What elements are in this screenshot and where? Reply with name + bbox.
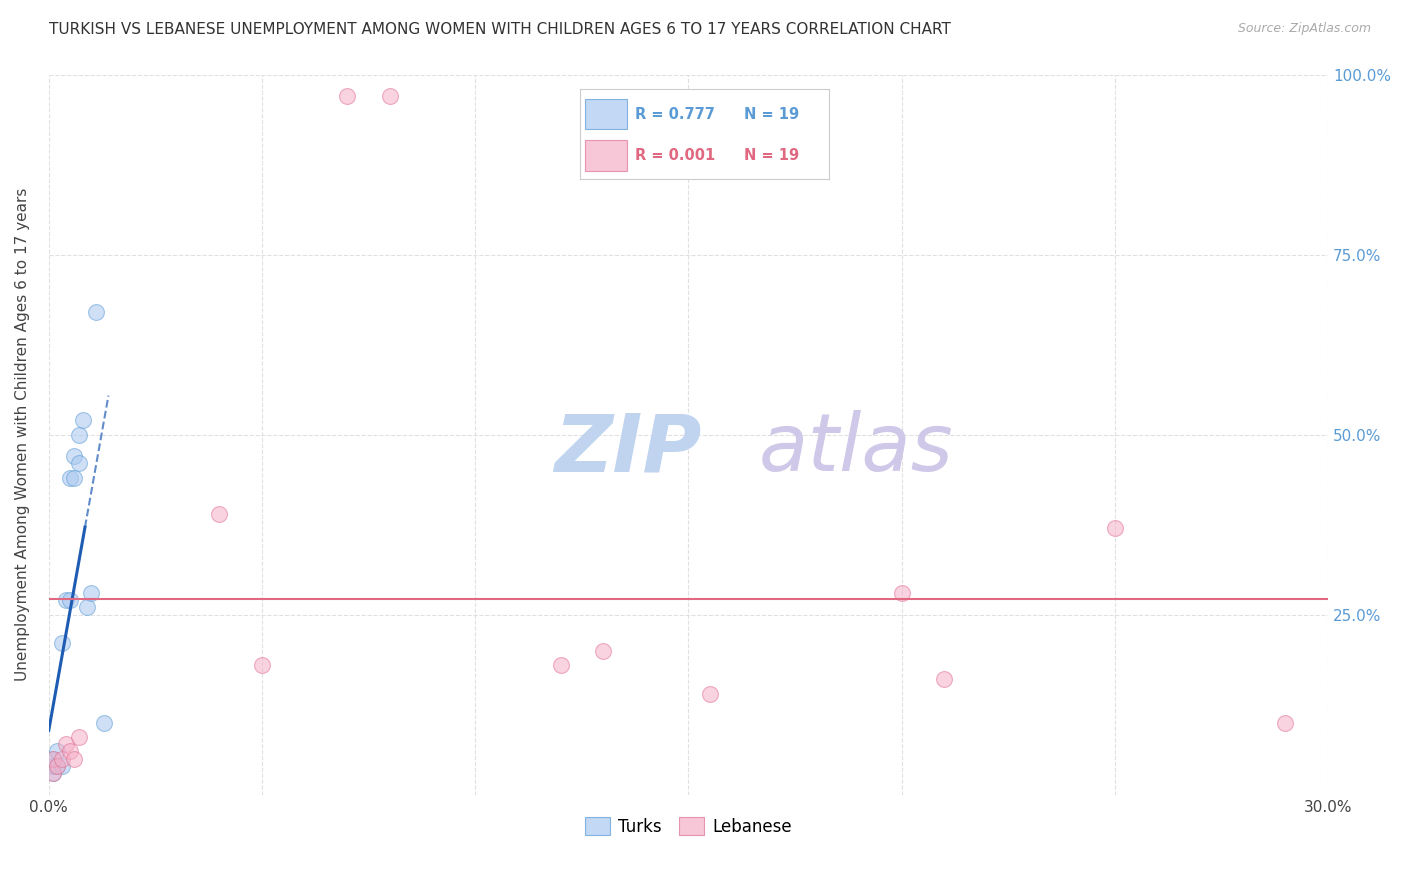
Point (55, 737, 77, 751)
Point (59, 471, 82, 485)
Point (42, 759, 65, 773)
Point (80, 586, 103, 600)
Point (67, 730, 90, 744)
Point (63, 752, 86, 766)
Point (378, 89, 401, 103)
Point (67, 427, 90, 442)
Point (42, 752, 65, 766)
Point (59, 593, 82, 607)
Point (51, 752, 73, 766)
Point (934, 673, 956, 687)
Point (699, 687, 721, 701)
Point (336, 89, 359, 103)
Point (46, 744, 69, 758)
Point (51, 759, 73, 773)
Point (208, 507, 231, 521)
Point (63, 449, 86, 463)
Point (1104, 521, 1126, 535)
Point (59, 744, 82, 758)
Point (42, 766, 65, 780)
Text: Source: ZipAtlas.com: Source: ZipAtlas.com (1237, 22, 1371, 36)
Point (890, 586, 912, 600)
Point (1274, 715, 1296, 730)
Point (51, 636, 73, 650)
Point (550, 658, 572, 673)
Point (76, 600, 98, 615)
Point (42, 752, 65, 766)
Point (46, 759, 69, 773)
Point (84, 305, 107, 319)
Point (67, 457, 90, 471)
Text: TURKISH VS LEBANESE UNEMPLOYMENT AMONG WOMEN WITH CHILDREN AGES 6 TO 17 YEARS CO: TURKISH VS LEBANESE UNEMPLOYMENT AMONG W… (49, 22, 950, 37)
Text: atlas: atlas (759, 410, 953, 488)
Point (592, 643, 614, 657)
Y-axis label: Unemployment Among Women with Children Ages 6 to 17 years: Unemployment Among Women with Children A… (15, 188, 30, 681)
Point (63, 471, 86, 485)
Point (55, 593, 77, 607)
Point (250, 658, 273, 673)
Text: ZIP: ZIP (554, 410, 702, 488)
Point (46, 759, 69, 773)
Legend: Turks, Lebanese: Turks, Lebanese (576, 809, 800, 844)
Point (42, 766, 65, 780)
Point (93, 715, 115, 730)
Point (72, 413, 94, 427)
